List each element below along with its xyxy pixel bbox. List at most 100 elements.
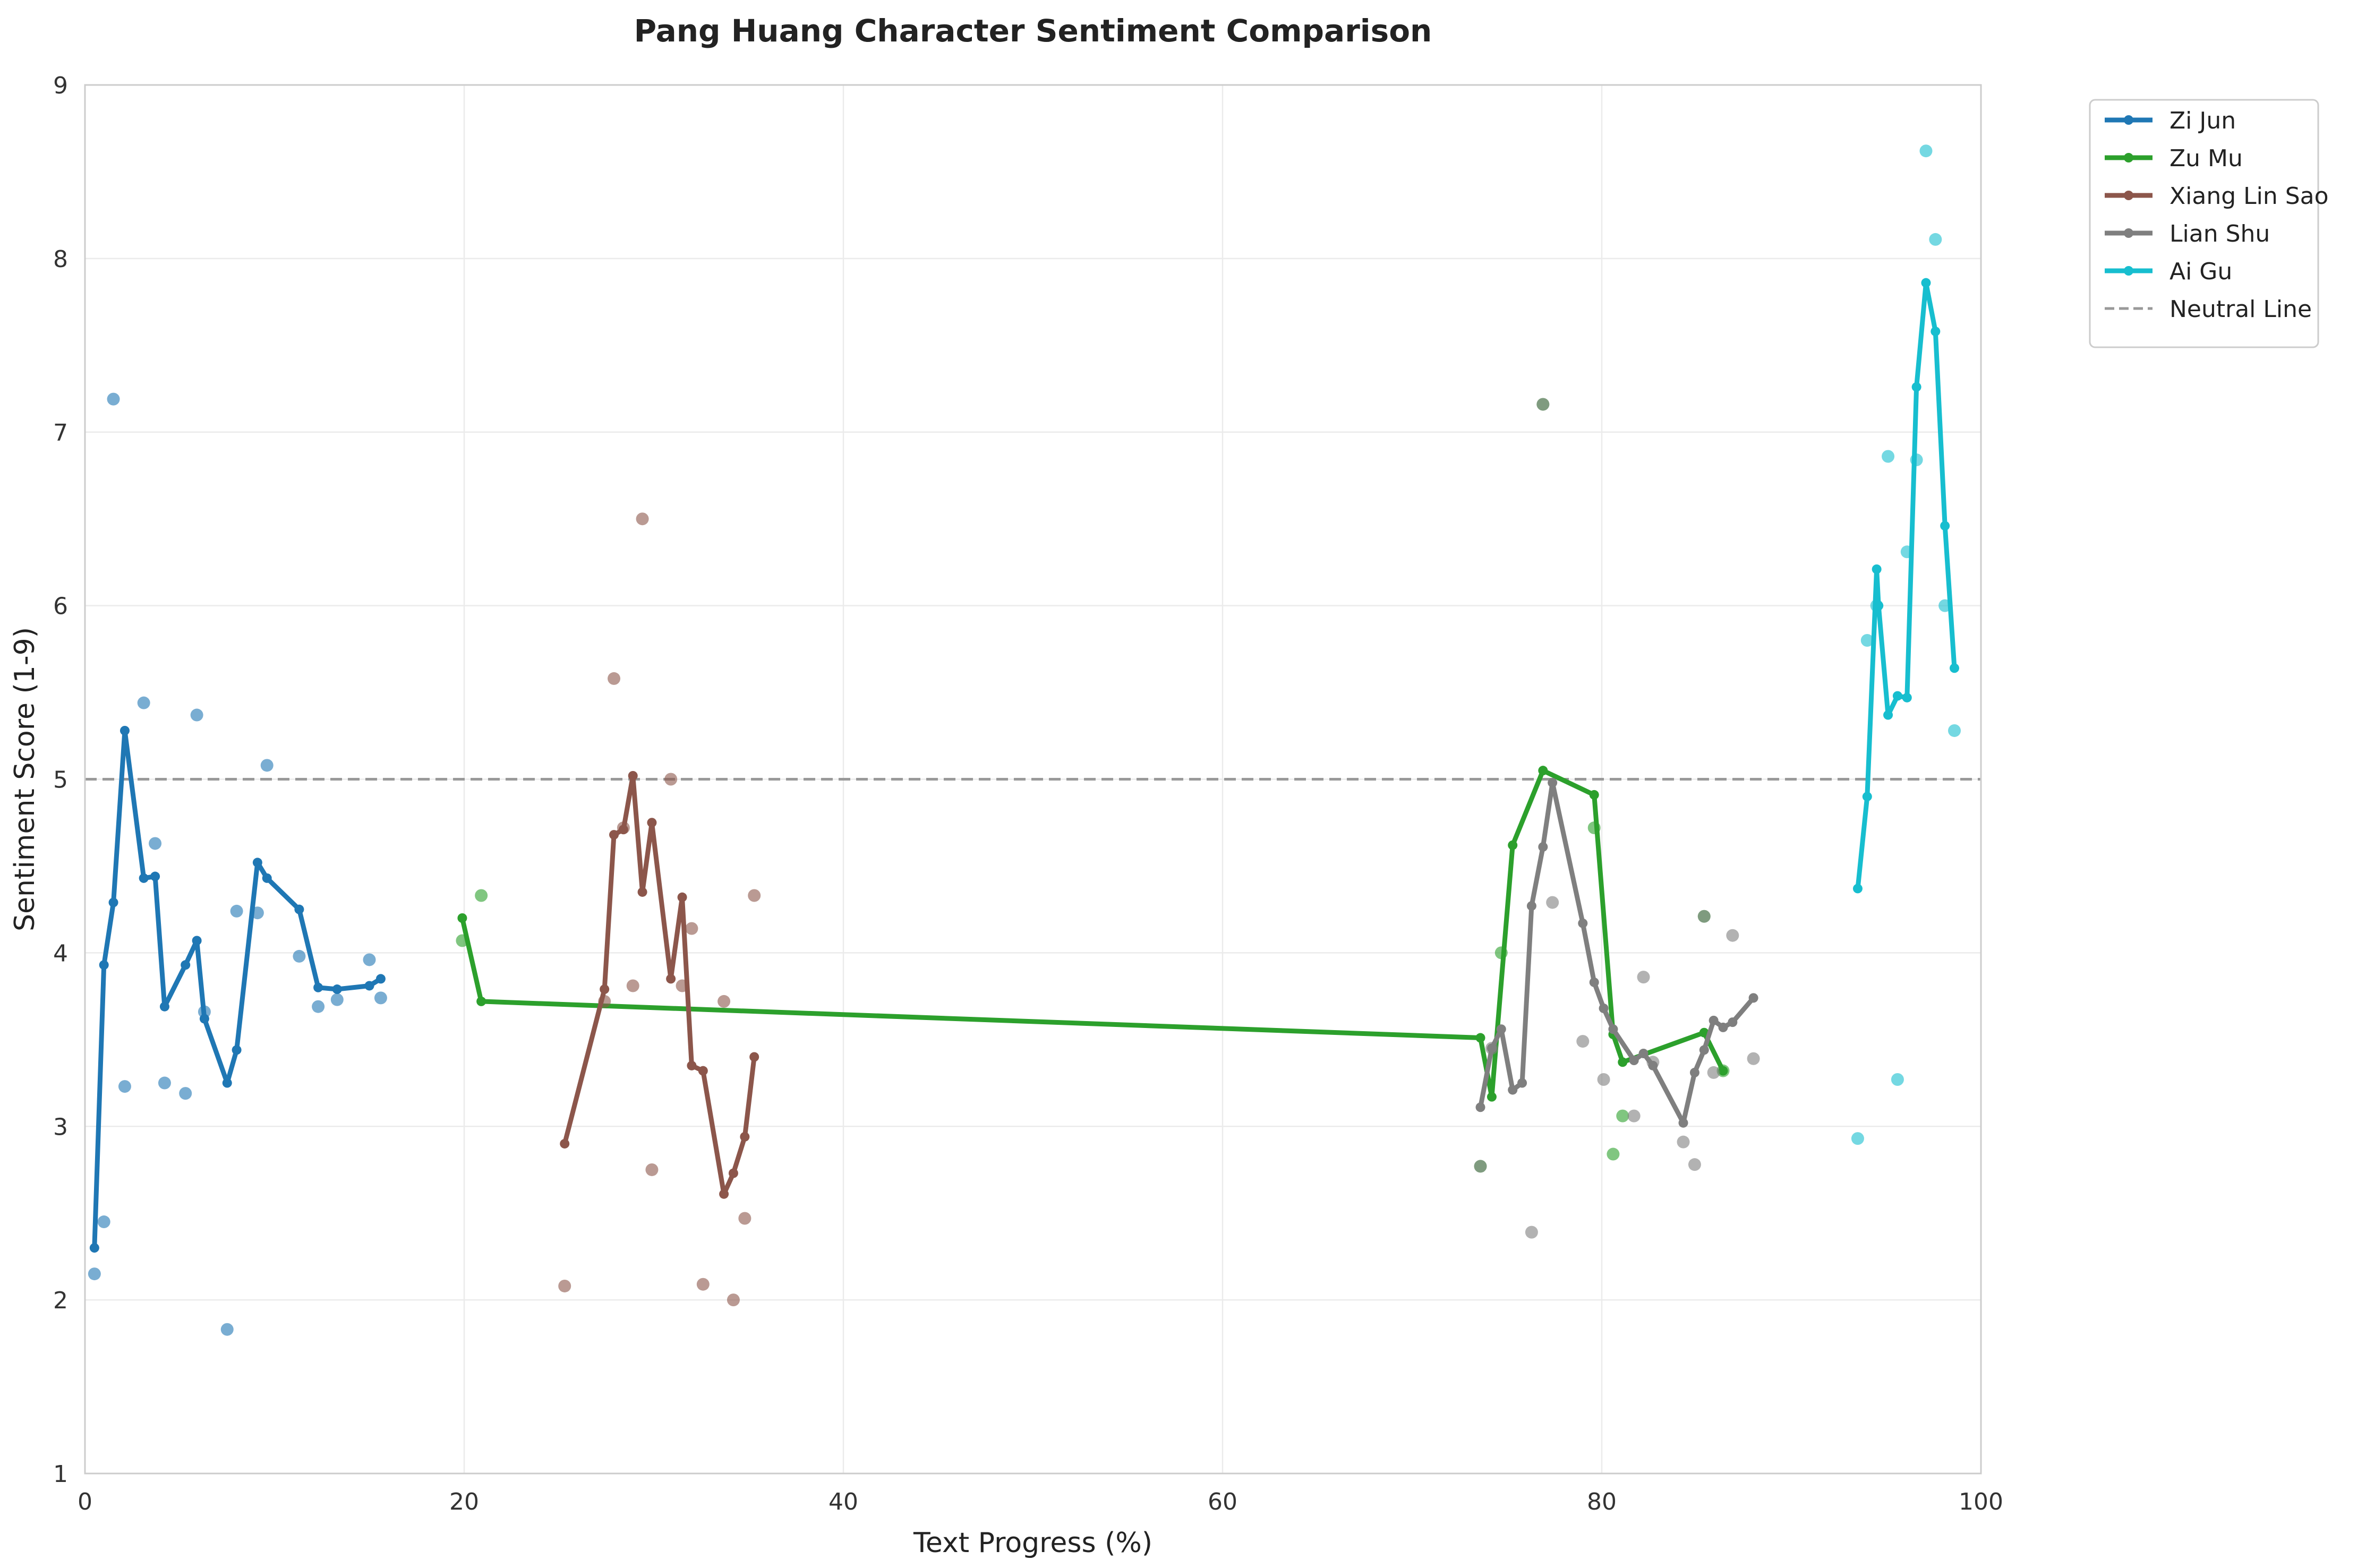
legend-item: Ai Gu xyxy=(2105,258,2232,285)
line-marker xyxy=(1548,778,1558,788)
line-marker xyxy=(192,936,202,946)
scatter-point xyxy=(88,1267,101,1281)
line-marker xyxy=(1862,792,1872,802)
chart-title: Pang Huang Character Sentiment Compariso… xyxy=(634,13,1432,49)
legend: Zi Jun Zu Mu Xiang Lin Sao Lian Shu Ai Gu Neu… xyxy=(2089,99,2329,348)
line-marker xyxy=(609,830,619,840)
scatter-point xyxy=(190,708,203,722)
line-marker xyxy=(1475,1033,1485,1043)
scatter-point xyxy=(1536,398,1550,411)
scatter-point xyxy=(293,949,306,963)
scatter-point xyxy=(1707,1066,1720,1079)
line-marker xyxy=(1508,1085,1518,1095)
line-marker xyxy=(294,904,304,914)
scatter-point xyxy=(1546,896,1559,909)
scatter-point xyxy=(1474,1160,1487,1173)
line-marker xyxy=(457,913,467,923)
line-marker xyxy=(1589,977,1599,987)
line-marker xyxy=(666,974,676,984)
scatter-point xyxy=(1525,1226,1538,1239)
line-marker xyxy=(1872,564,1882,574)
series-layer xyxy=(88,144,1961,1336)
scatter-point xyxy=(1860,634,1874,647)
scatter-point xyxy=(312,1000,325,1013)
line-marker xyxy=(1589,790,1599,800)
line-marker xyxy=(1874,601,1884,611)
line-marker xyxy=(560,1138,570,1149)
scatter-point xyxy=(1747,1052,1760,1065)
line-marker xyxy=(1892,691,1902,701)
legend-marker xyxy=(2124,115,2133,125)
x-tick-label: 0 xyxy=(78,1488,92,1515)
line-marker xyxy=(1599,1003,1609,1013)
line-marker xyxy=(1618,1057,1628,1067)
legend-box xyxy=(2089,99,2319,348)
line-marker xyxy=(375,974,386,984)
line-marker xyxy=(677,892,687,902)
scatter-point xyxy=(1948,724,1961,737)
y-tick-label: 2 xyxy=(53,1287,68,1314)
line-marker xyxy=(252,858,262,868)
legend-marker xyxy=(2124,153,2133,162)
legend-marker xyxy=(2124,228,2133,238)
legend-marker xyxy=(2124,266,2133,276)
y-tick-label: 5 xyxy=(53,767,68,794)
line-marker xyxy=(232,1045,242,1055)
y-tick-label: 7 xyxy=(53,419,68,447)
line-marker xyxy=(159,1001,169,1012)
line-marker xyxy=(1699,1045,1709,1055)
line-marker xyxy=(1902,692,1912,702)
legend-item: Lian Shu xyxy=(2105,220,2270,247)
scatter-point xyxy=(158,1076,171,1090)
line-marker xyxy=(262,873,272,883)
scatter-point xyxy=(1677,1135,1690,1149)
line-marker xyxy=(1718,1066,1728,1076)
line-marker xyxy=(99,960,109,970)
scatter-point xyxy=(1697,910,1711,923)
scatter-point xyxy=(107,392,120,406)
scatter-point xyxy=(149,837,162,850)
line-marker xyxy=(740,1132,750,1142)
legend-item: Zi Jun xyxy=(2105,107,2236,134)
scatter-point xyxy=(1688,1158,1701,1171)
line-marker xyxy=(222,1078,232,1088)
scatter-point xyxy=(97,1215,110,1229)
line-marker xyxy=(364,981,374,991)
legend-label: Ai Gu xyxy=(2169,258,2232,285)
y-axis-label: Sentiment Score (1-9) xyxy=(9,627,41,931)
line-marker xyxy=(1921,278,1931,288)
line-marker xyxy=(1883,710,1893,720)
scatter-point xyxy=(1726,929,1739,942)
line-marker xyxy=(1538,766,1548,776)
line-marker xyxy=(1517,1078,1527,1088)
scatter-point xyxy=(374,991,387,1005)
scatter-point xyxy=(685,922,698,935)
scatter-point xyxy=(260,759,274,772)
y-tick-label: 9 xyxy=(53,72,68,99)
line-marker xyxy=(199,1014,209,1024)
series-lian-shu xyxy=(1474,398,1760,1239)
line-marker xyxy=(1709,1015,1719,1025)
line-marker xyxy=(1648,1060,1658,1070)
legend-items: Zi Jun Zu Mu Xiang Lin Sao Lian Shu Ai Gu Neu… xyxy=(2105,107,2329,323)
line-marker xyxy=(1538,842,1548,852)
series-line xyxy=(1478,780,1756,1126)
legend-label: Lian Shu xyxy=(2169,220,2270,247)
scatter-point xyxy=(1919,144,1933,158)
legend-label: Zi Jun xyxy=(2169,107,2236,134)
y-tick-label: 6 xyxy=(53,593,68,620)
scatter-point xyxy=(558,1279,571,1292)
line-marker xyxy=(1508,840,1518,850)
line-marker xyxy=(618,825,628,835)
scatter-point xyxy=(696,1278,710,1291)
line-marker xyxy=(476,996,486,1006)
x-tick-label: 40 xyxy=(828,1488,858,1515)
scatter-point xyxy=(1576,1035,1590,1048)
line-marker xyxy=(89,1243,99,1253)
scatter-point xyxy=(727,1293,740,1307)
line-marker xyxy=(1940,521,1950,531)
line-marker xyxy=(1526,901,1536,911)
series-xiang-lin-sao xyxy=(558,512,761,1307)
scatter-point xyxy=(626,979,639,992)
legend-item: Neutral Line xyxy=(2105,296,2312,323)
